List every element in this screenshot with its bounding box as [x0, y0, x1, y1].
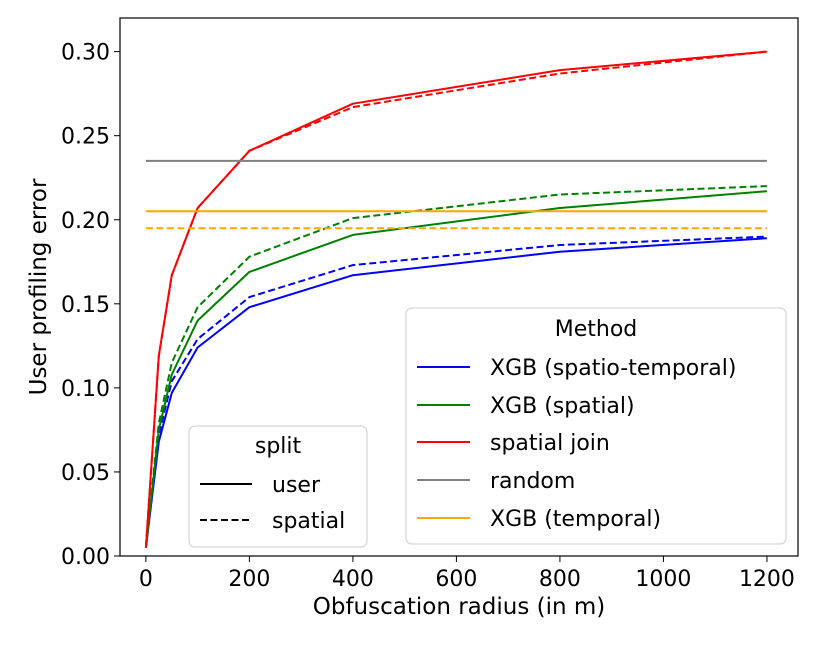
series-line-xgb-spatio-temporal-user-split: [144, 237, 767, 548]
y-axis-ticks: 0.00 0.05 0.10 0.15 0.20 0.25 0.30: [61, 41, 120, 570]
x-tick-label: 1200: [739, 567, 795, 592]
legend-label-xgb-spatial: XGB (spatial): [490, 394, 635, 419]
split-legend-spatial-label: spatial: [272, 509, 345, 534]
x-tick-label: 400: [332, 567, 374, 592]
method-legend: Method XGB (spatio-temporal) XGB (spatia…: [405, 307, 787, 545]
split-legend-user-label: user: [272, 473, 321, 498]
y-tick-label: 0.20: [61, 209, 110, 234]
legend-label-xgb-spatio-temporal: XGB (spatio-temporal): [490, 356, 736, 381]
y-tick-label: 0.10: [61, 377, 110, 402]
x-tick-label: 600: [435, 567, 477, 592]
split-legend-box: [188, 425, 368, 548]
legend-label-random: random: [490, 469, 575, 494]
method-legend-box: [405, 307, 787, 545]
y-tick-label: 0.00: [61, 545, 110, 570]
x-tick-label: 1000: [635, 567, 691, 592]
x-axis-ticks: 0 200 400 600 800 1000 1200: [139, 556, 795, 592]
series-layer: [144, 50, 768, 548]
series-line-xgb-spatial-spatial-split: [144, 185, 767, 548]
y-axis-label: User profiling error: [26, 178, 52, 395]
x-tick-label: 200: [228, 567, 270, 592]
split-legend-title: split: [255, 434, 302, 459]
series-line-spatial-join-spatial-split: [144, 50, 768, 548]
y-tick-label: 0.05: [61, 461, 110, 486]
x-tick-label: 800: [539, 567, 581, 592]
split-legend: split user spatial: [188, 425, 368, 548]
y-tick-label: 0.25: [61, 125, 110, 150]
x-tick-label: 0: [139, 567, 153, 592]
y-tick-label: 0.30: [61, 41, 110, 66]
y-tick-label: 0.15: [61, 293, 110, 318]
series-line-xgb-spatial-user-split: [144, 190, 767, 548]
method-legend-title: Method: [555, 317, 638, 342]
legend-label-xgb-temporal: XGB (temporal): [490, 507, 661, 532]
legend-label-spatial-join: spatial join: [490, 431, 610, 456]
plot-frame: [119, 17, 799, 557]
x-axis-label: Obfuscation radius (in m): [313, 594, 606, 620]
